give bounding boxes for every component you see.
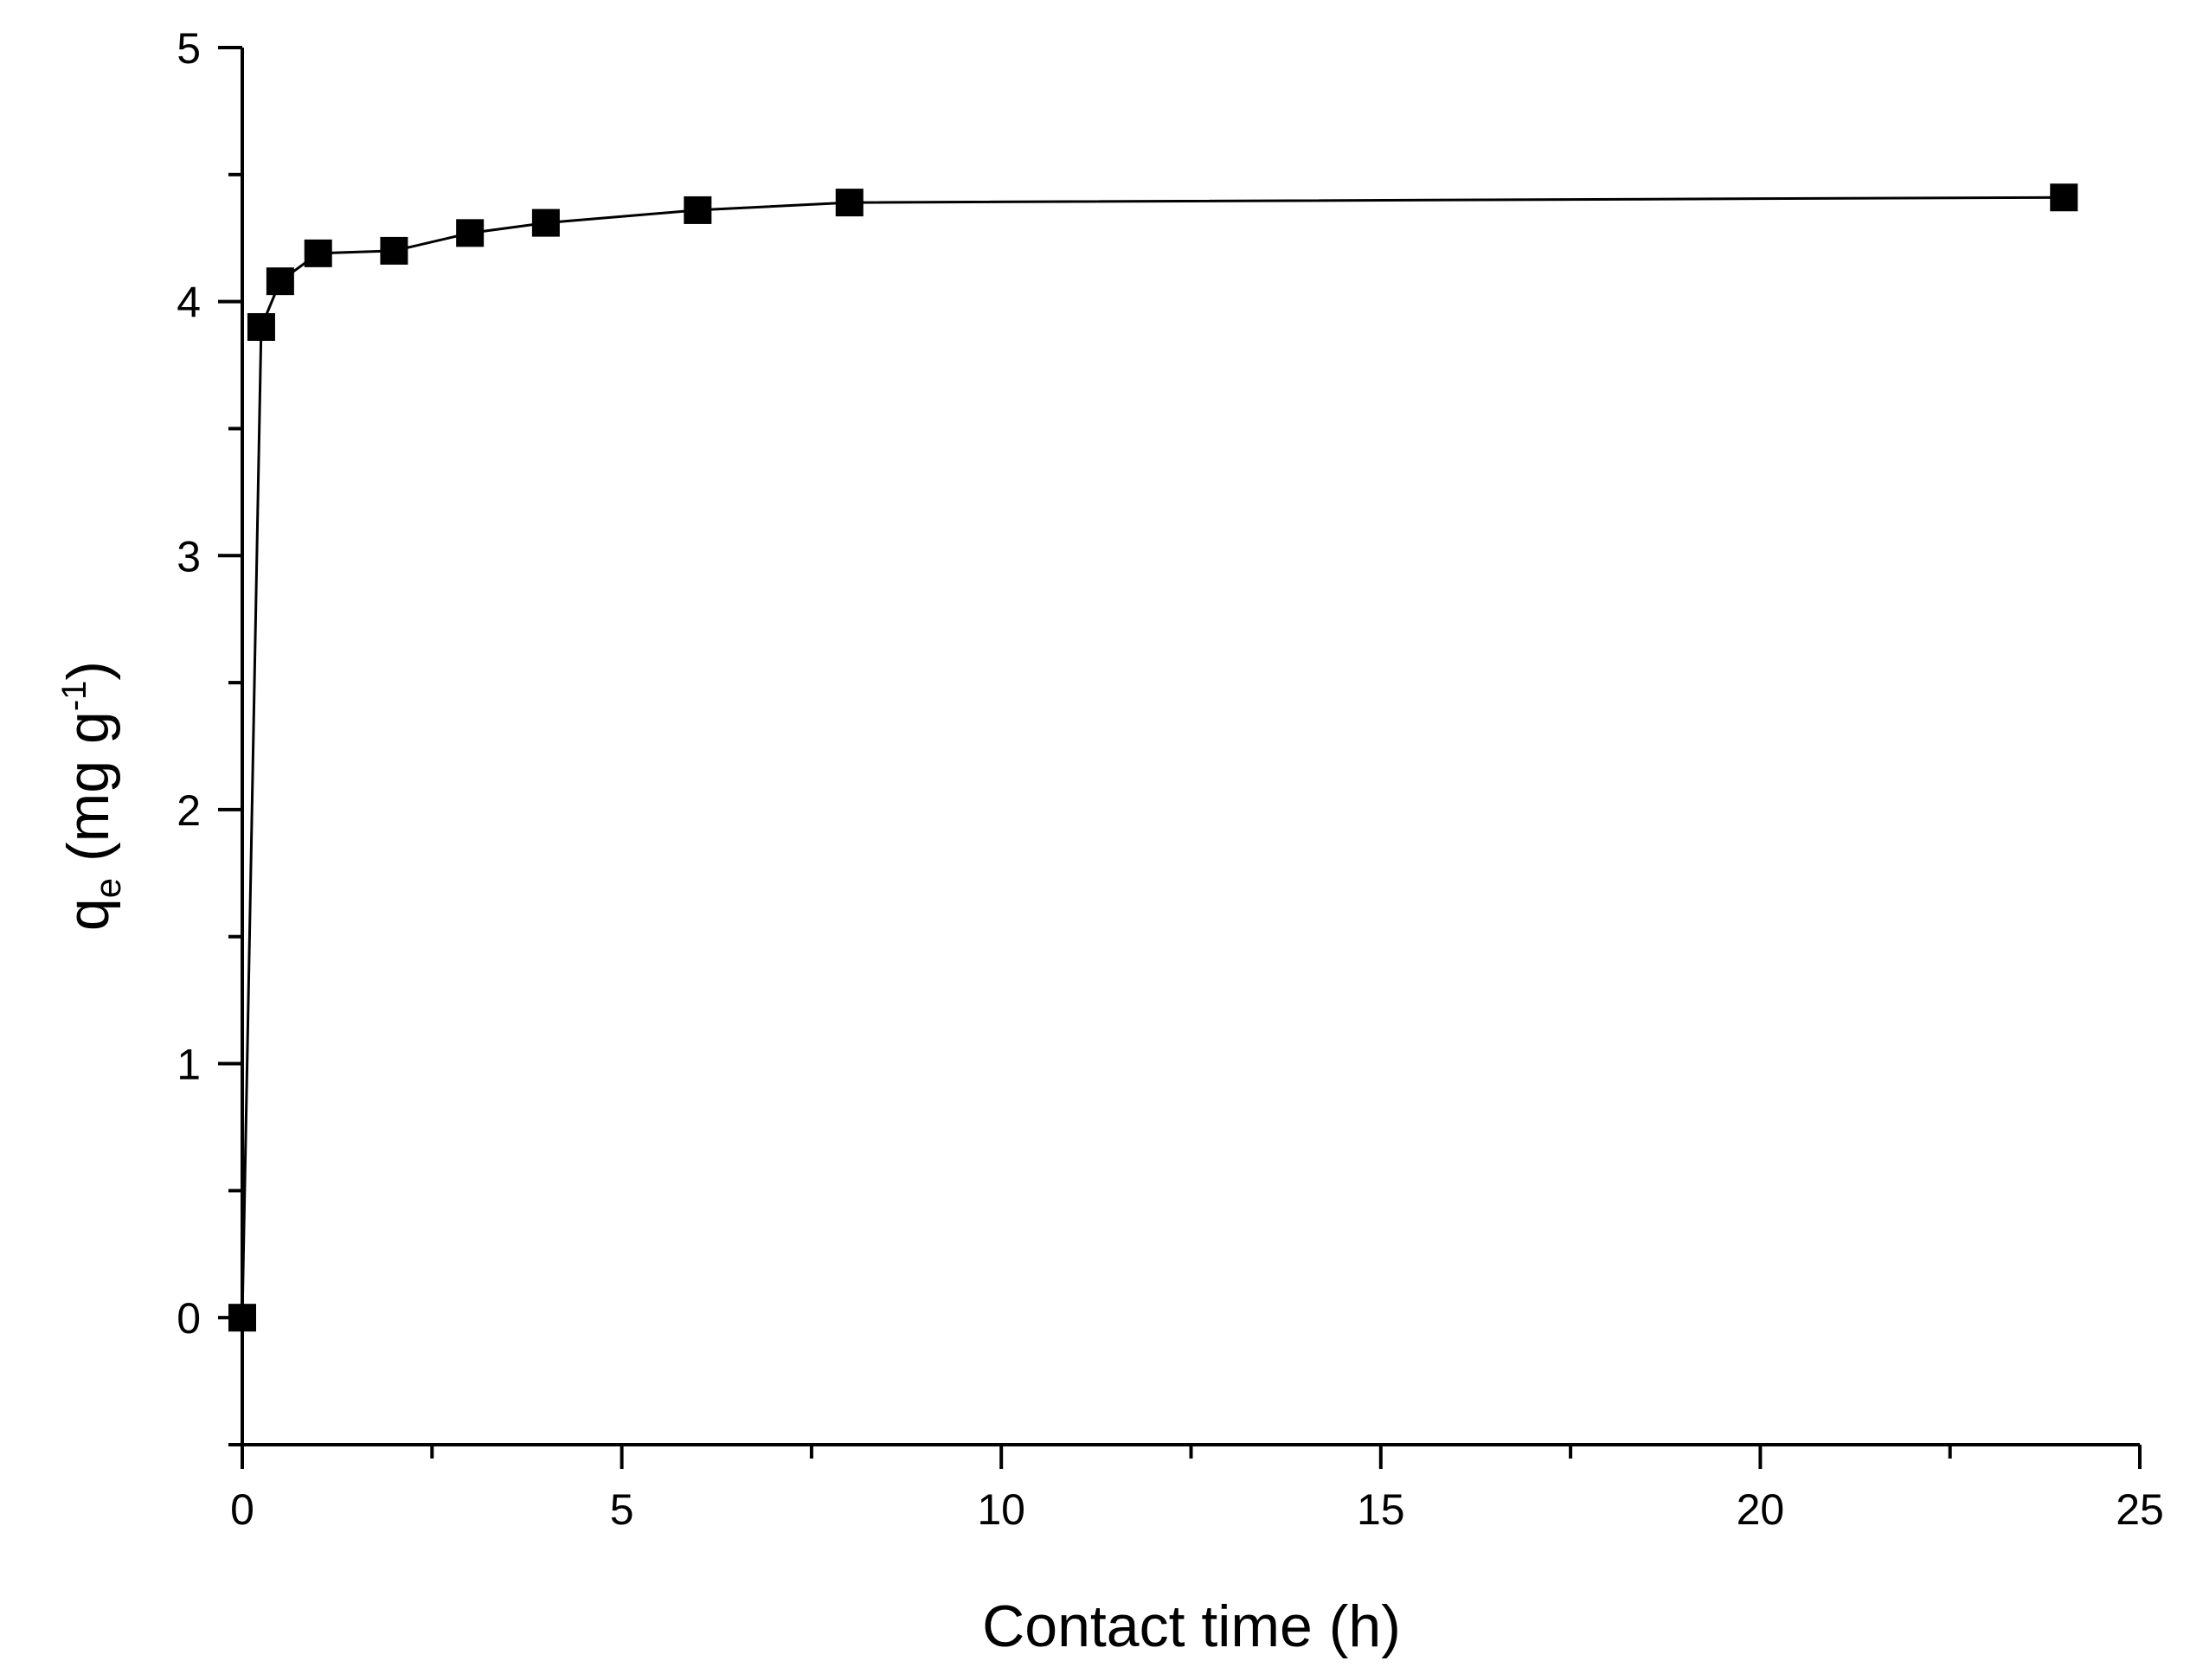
data-point xyxy=(2050,183,2078,212)
x-tick-label: 10 xyxy=(977,1485,1025,1534)
ticks xyxy=(218,46,2142,1469)
data-point xyxy=(531,208,560,237)
y-axis-title: qe (mg g-1) xyxy=(55,661,128,931)
x-axis-title: Contact time (h) xyxy=(982,1593,1401,1659)
x-tick-label: 20 xyxy=(1737,1485,1785,1534)
data-point xyxy=(304,239,332,267)
y-tick-label: 0 xyxy=(177,1294,201,1343)
data-point xyxy=(835,189,864,217)
y-tick-label: 5 xyxy=(177,24,201,73)
data-point xyxy=(456,219,485,247)
y-axis-title-base: q xyxy=(55,898,121,931)
data-point xyxy=(228,1304,256,1332)
y-tick-label: 2 xyxy=(177,786,201,835)
y-axis-title-unit: (mg g xyxy=(55,711,121,878)
y-tick-label: 3 xyxy=(177,532,201,580)
y-axis-title-superscript: -1 xyxy=(55,681,93,712)
data-point xyxy=(380,236,408,265)
data-point xyxy=(247,313,275,341)
data-series xyxy=(228,183,2078,1332)
data-point xyxy=(266,267,294,296)
series-line xyxy=(241,196,2065,1318)
tick-labels: 0 5 10 15 20 25 0 1 2 3 4 5 xyxy=(177,24,2164,1534)
y-axis-title-close: ) xyxy=(55,661,121,681)
x-tick-label: 5 xyxy=(610,1485,634,1534)
axes xyxy=(241,48,2140,1446)
x-tick-label: 15 xyxy=(1357,1485,1405,1534)
y-tick-label: 1 xyxy=(177,1041,201,1089)
y-tick-label: 4 xyxy=(177,279,201,327)
x-tick-label: 0 xyxy=(230,1485,254,1534)
x-tick-label: 25 xyxy=(2116,1485,2164,1534)
data-point xyxy=(684,196,712,224)
y-axis-title-subscript: e xyxy=(87,878,128,898)
